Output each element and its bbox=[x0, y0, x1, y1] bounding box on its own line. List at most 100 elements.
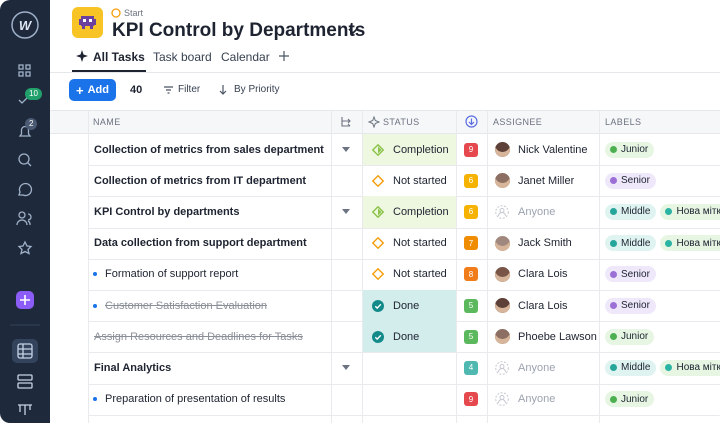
tab[interactable]: All Tasks bbox=[93, 50, 145, 64]
task-name[interactable]: Formation of support report bbox=[105, 268, 239, 281]
label-pill[interactable]: Нова мітка bbox=[660, 359, 720, 376]
label-pill[interactable]: Senior bbox=[605, 266, 656, 283]
label-text: Middle bbox=[621, 362, 651, 374]
labels-cell: Junior bbox=[605, 384, 720, 415]
add-tab[interactable] bbox=[278, 50, 290, 62]
task-name[interactable]: Preparation of presentation of results bbox=[105, 393, 286, 406]
label-dot bbox=[610, 239, 617, 247]
label-pill[interactable]: Junior bbox=[605, 328, 655, 345]
status-text[interactable]: Completion bbox=[393, 143, 449, 156]
task-name[interactable]: Collection of metrics from IT department bbox=[94, 174, 307, 187]
filter[interactable]: Filter bbox=[178, 84, 201, 95]
label-pill[interactable]: Middle bbox=[605, 359, 657, 376]
priority-badge[interactable]: 9 bbox=[464, 142, 478, 157]
expand-toggle bbox=[342, 365, 350, 371]
bullet bbox=[93, 272, 97, 277]
priority-badge[interactable]: 5 bbox=[464, 298, 478, 313]
task-name[interactable]: Assign Resources and Deadlines for Tasks bbox=[94, 330, 303, 343]
status-text[interactable]: Not started bbox=[393, 268, 447, 281]
assignee-name[interactable]: Phoebe Lawson bbox=[518, 330, 597, 343]
expand-toggle bbox=[342, 147, 350, 153]
labels-cell: Junior bbox=[605, 134, 720, 165]
assignee-name[interactable]: Clara Lois bbox=[518, 299, 568, 312]
assignee-cell: Clara Lois bbox=[495, 259, 568, 290]
label-dot bbox=[610, 208, 617, 216]
label-pill[interactable]: Junior bbox=[605, 391, 655, 408]
labels-cell: Middle Нова мітка bbox=[605, 196, 720, 227]
assignee-cell: Clara Lois bbox=[495, 290, 568, 321]
priority-badge[interactable]: 9 bbox=[464, 392, 478, 407]
task-name[interactable]: Final Analytics bbox=[94, 361, 172, 374]
column-header[interactable]: NAME bbox=[93, 117, 121, 127]
row-line bbox=[88, 165, 720, 167]
name-cell: Preparation of presentation of results bbox=[93, 384, 329, 415]
assignee-name[interactable]: Anyone bbox=[518, 205, 556, 218]
name-cell: Data collection from support department bbox=[94, 228, 330, 259]
label-dot bbox=[665, 239, 673, 247]
status-text[interactable]: Not started bbox=[393, 174, 447, 187]
status-text[interactable]: Done bbox=[393, 330, 420, 343]
status-icon bbox=[372, 143, 384, 156]
avatar bbox=[495, 235, 510, 251]
assignee-name[interactable]: Janet Miller bbox=[518, 174, 575, 187]
label-text: Нова мітка bbox=[676, 362, 720, 374]
label-pill[interactable]: Middle bbox=[605, 235, 657, 252]
label-pill[interactable]: Senior bbox=[605, 297, 656, 314]
label-dot bbox=[610, 364, 617, 372]
priority-badge[interactable]: 8 bbox=[464, 267, 478, 282]
add-button[interactable]: + Add bbox=[69, 79, 116, 101]
status-text[interactable]: Done bbox=[393, 299, 420, 312]
status-icon bbox=[372, 205, 384, 218]
assignee-cell: Anyone bbox=[495, 352, 555, 383]
assignee-cell: Jack Smith bbox=[495, 228, 572, 259]
column-line bbox=[456, 110, 457, 423]
labels-cell: Middle Нова мітка bbox=[605, 352, 720, 383]
status-text[interactable]: Not started bbox=[393, 237, 447, 250]
status-text[interactable]: Completion bbox=[393, 205, 449, 218]
label-text: Middle bbox=[621, 237, 651, 249]
assignee-name[interactable]: Jack Smith bbox=[518, 237, 572, 250]
sort[interactable]: By Priority bbox=[234, 84, 280, 95]
sidebar-icons: W bbox=[10, 11, 40, 415]
task-name[interactable]: Collection of metrics from sales departm… bbox=[94, 143, 324, 156]
title-dropdown[interactable] bbox=[347, 26, 359, 36]
assignee-cell: Anyone bbox=[495, 196, 555, 227]
breadcrumb[interactable]: Start bbox=[124, 8, 144, 18]
label-pill[interactable]: Senior bbox=[605, 172, 656, 189]
label-pill[interactable]: Junior bbox=[605, 141, 655, 158]
avatar bbox=[495, 298, 510, 314]
labels-cell: Senior bbox=[605, 165, 720, 196]
column-header[interactable]: STATUS bbox=[383, 117, 420, 127]
label-pill[interactable]: Нова мітка bbox=[660, 235, 720, 252]
label-dot bbox=[610, 302, 617, 310]
label-pill[interactable]: Нова мітка bbox=[660, 203, 720, 220]
column-line bbox=[599, 110, 600, 423]
assignee-cell: Phoebe Lawson bbox=[495, 321, 597, 352]
column-header[interactable]: ASSIGNEE bbox=[493, 117, 543, 127]
tab-icon bbox=[76, 50, 88, 62]
assignee-name[interactable]: Clara Lois bbox=[518, 268, 568, 281]
priority-badge[interactable]: 6 bbox=[464, 204, 478, 219]
assignee-name[interactable]: Anyone bbox=[518, 393, 556, 406]
tab[interactable]: Task board bbox=[153, 50, 212, 64]
assignee-name[interactable]: Nick Valentine bbox=[518, 143, 588, 156]
task-name[interactable]: KPI Control by departments bbox=[94, 205, 240, 218]
page-title: KPI Control by Departments bbox=[112, 20, 366, 41]
bullet bbox=[93, 397, 97, 402]
priority-badge[interactable]: 6 bbox=[464, 173, 478, 188]
task-name[interactable]: Customer Satisfaction Evaluation bbox=[105, 299, 268, 312]
empty-avatar bbox=[495, 361, 509, 375]
assignee-name[interactable]: Anyone bbox=[518, 361, 556, 374]
avatar bbox=[495, 266, 510, 282]
assignee-cell: Nick Valentine bbox=[495, 134, 588, 165]
column-header[interactable]: LABELS bbox=[605, 117, 642, 127]
avatar bbox=[495, 329, 510, 345]
status-cell: Not started bbox=[372, 228, 447, 259]
priority-badge[interactable]: 5 bbox=[464, 329, 478, 344]
priority-badge[interactable]: 7 bbox=[464, 236, 478, 251]
expand-toggle bbox=[342, 209, 350, 215]
task-name[interactable]: Data collection from support department bbox=[94, 237, 307, 250]
tab[interactable]: Calendar bbox=[221, 50, 270, 64]
priority-badge[interactable]: 4 bbox=[464, 360, 478, 375]
label-pill[interactable]: Middle bbox=[605, 203, 657, 220]
